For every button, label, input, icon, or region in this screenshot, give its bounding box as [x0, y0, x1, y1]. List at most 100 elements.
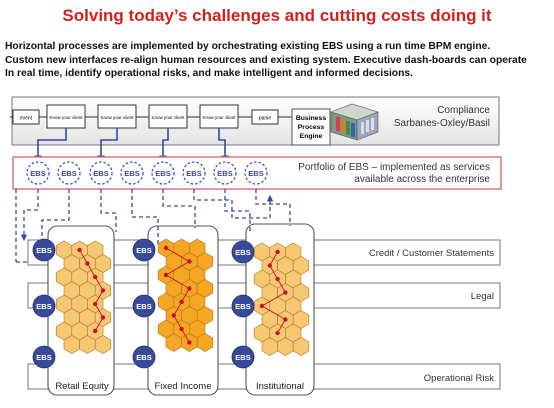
- flow-line: [165, 274, 190, 289]
- ebs-label: EBS: [30, 169, 45, 178]
- intro-text: Horizontal processes are implemented by …: [5, 40, 553, 81]
- ebs-label: EBS: [36, 302, 51, 311]
- ebs-label: EBS: [235, 302, 250, 311]
- flow-dot: [100, 315, 106, 320]
- flow-line: [165, 261, 190, 276]
- flow-line: [269, 265, 278, 280]
- ebs-label: EBS: [124, 169, 139, 178]
- flow-dot: [92, 274, 98, 280]
- process-start-label: event: [20, 116, 33, 122]
- process-start: [12, 109, 40, 125]
- ebs-badge: EBS: [132, 238, 156, 262]
- flow-line: [94, 303, 104, 318]
- ebs-label: EBS: [93, 169, 108, 178]
- ebs-service-circle: EBS: [151, 161, 175, 185]
- ebs-label: EBS: [36, 246, 51, 255]
- ebs-badge: EBS: [231, 294, 255, 318]
- flow-dot: [100, 288, 106, 293]
- portfolio-label: Portfolio of EBS – implemented as servic…: [298, 162, 490, 173]
- flow-dot: [92, 301, 98, 307]
- service-hexagon: [94, 335, 112, 354]
- server-stack-icon: [330, 103, 379, 141]
- flow-dot: [163, 245, 169, 251]
- slide-title: Solving today’s challenges and cutting c…: [62, 6, 492, 25]
- flow-line: [269, 251, 278, 266]
- flow-line: [86, 263, 96, 278]
- ebs-label: EBS: [61, 169, 76, 178]
- process-end: [251, 109, 279, 125]
- service-hexagon: [196, 333, 214, 352]
- flow-line: [94, 276, 104, 291]
- flow-dot: [283, 290, 288, 295]
- ebs-service-circle: EBS: [57, 161, 81, 185]
- flow-dot: [283, 317, 288, 322]
- flow-line: [173, 315, 182, 330]
- flow-dot: [163, 272, 169, 278]
- flow-dot: [275, 249, 280, 255]
- intro-line: In real time, identify operational risks…: [5, 68, 413, 79]
- portfolio-label: available across the enterprise: [354, 174, 490, 185]
- flow-line: [261, 292, 286, 307]
- lane-label: Credit / Customer Statements: [369, 248, 494, 259]
- ebs-label: EBS: [186, 169, 201, 178]
- flow-dot: [179, 326, 184, 332]
- flow-line: [173, 301, 182, 316]
- process-ebs-connectors: [34, 128, 229, 164]
- ebs-label: EBS: [136, 246, 151, 255]
- service-clusters: [55, 238, 310, 356]
- ebs-badge: EBS: [132, 294, 156, 318]
- flow-line: [94, 317, 104, 332]
- column-label: Retail Equity: [55, 381, 109, 392]
- ebs-label: EBS: [155, 169, 170, 178]
- ebs-badge: EBS: [231, 345, 255, 369]
- lane-label: Operational Risk: [424, 373, 494, 384]
- ebs-label: EBS: [235, 353, 250, 362]
- process-step-label: Know your client: [100, 115, 134, 120]
- ebs-badge: EBS: [32, 345, 56, 369]
- flow-line: [94, 290, 104, 305]
- ebs-service-circle: EBS: [89, 161, 113, 185]
- process-end-label: panie: [259, 116, 271, 122]
- ebs-service-circle: EBS: [120, 161, 144, 185]
- flow-line: [181, 328, 190, 343]
- ebs-label: EBS: [248, 169, 263, 178]
- process-flow: event Know your client Know your client …: [10, 104, 293, 129]
- compliance-label: Sarbanes-Oxley/Basil: [394, 118, 490, 129]
- flow-line: [277, 278, 286, 293]
- flow-dot: [187, 286, 192, 291]
- ebs-service-circle: EBS: [244, 161, 268, 185]
- flow-line: [261, 305, 286, 320]
- flow-dot: [259, 303, 265, 309]
- column-label: Fixed Income: [154, 381, 211, 392]
- process-step-label: Know your client: [49, 115, 83, 120]
- ebs-service-circle: EBS: [182, 161, 206, 185]
- flow-dot: [179, 299, 184, 305]
- flow-line: [277, 319, 286, 334]
- flow-dot: [275, 330, 280, 336]
- dashed-connectors: [15, 189, 291, 263]
- process-step-label: Know your client: [151, 115, 185, 120]
- flow-line: [79, 249, 88, 264]
- service-hexagon: [292, 337, 310, 356]
- flow-dot: [171, 313, 176, 318]
- ebs-badge: EBS: [32, 294, 56, 318]
- ebs-label: EBS: [136, 302, 151, 311]
- business-process-engine: Business Process Engine: [291, 103, 379, 146]
- ebs-label: EBS: [217, 169, 232, 178]
- flow-dot: [92, 328, 98, 334]
- engine-label: Business: [296, 115, 326, 122]
- column-label: Institutional: [256, 381, 304, 392]
- lane-label: Legal: [471, 291, 494, 302]
- flow-dot: [77, 247, 82, 253]
- ebs-service-circle: EBS: [26, 161, 50, 185]
- compliance-label: Compliance: [437, 105, 490, 116]
- flow-dot: [85, 261, 90, 266]
- process-step-label: Know your client: [202, 115, 236, 120]
- flow-dot: [275, 276, 280, 282]
- engine-label: Process: [298, 124, 325, 131]
- ebs-label: EBS: [36, 353, 51, 362]
- flow-line: [181, 288, 190, 303]
- flow-dot: [267, 263, 272, 268]
- ebs-badge: EBS: [231, 240, 255, 264]
